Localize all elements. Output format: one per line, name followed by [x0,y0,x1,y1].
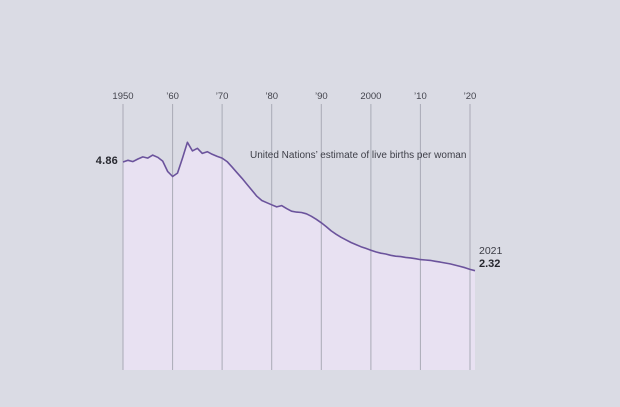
end-labels: 2021 2.32 [479,245,502,271]
x-tick-label: ’60 [166,91,179,102]
x-tick-label: ’80 [265,91,278,102]
end-value-label: 2.32 [479,258,501,270]
x-tick-label: 2000 [360,91,381,102]
x-tick-label: ’20 [464,91,477,102]
end-year-label: 2021 [479,245,503,257]
x-tick-label: 1950 [112,91,133,102]
area-fill [123,142,475,370]
x-tick-label: ’10 [414,91,427,102]
start-value-label: 4.86 [95,155,118,167]
x-tick-label: ’90 [315,91,328,102]
x-tick-label: ’70 [216,91,229,102]
trend-line [122,141,476,272]
chart-annotation: United Nations’ estimate of live births … [250,150,467,161]
